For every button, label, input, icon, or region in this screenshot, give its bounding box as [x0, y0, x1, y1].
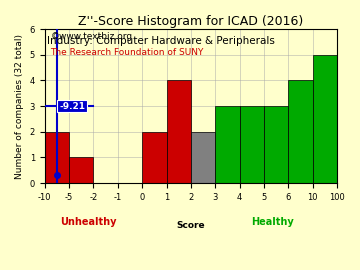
Bar — [167, 80, 191, 183]
Text: ©www.textbiz.org: ©www.textbiz.org — [50, 32, 132, 41]
Text: Industry: Computer Hardware & Peripherals: Industry: Computer Hardware & Peripheral… — [47, 36, 275, 46]
Bar — [313, 55, 337, 183]
Title: Z''-Score Histogram for ICAD (2016): Z''-Score Histogram for ICAD (2016) — [78, 15, 303, 28]
X-axis label: Score: Score — [176, 221, 205, 230]
Bar — [45, 132, 69, 183]
Y-axis label: Number of companies (32 total): Number of companies (32 total) — [15, 33, 24, 179]
Bar — [240, 106, 264, 183]
Bar — [264, 106, 288, 183]
Text: Healthy: Healthy — [251, 217, 294, 227]
Text: The Research Foundation of SUNY: The Research Foundation of SUNY — [50, 48, 204, 58]
Text: Unhealthy: Unhealthy — [60, 217, 117, 227]
Bar — [288, 80, 313, 183]
Bar — [215, 106, 240, 183]
Bar — [69, 157, 93, 183]
Text: -9.21: -9.21 — [59, 102, 85, 111]
Bar — [142, 132, 167, 183]
Bar — [191, 132, 215, 183]
